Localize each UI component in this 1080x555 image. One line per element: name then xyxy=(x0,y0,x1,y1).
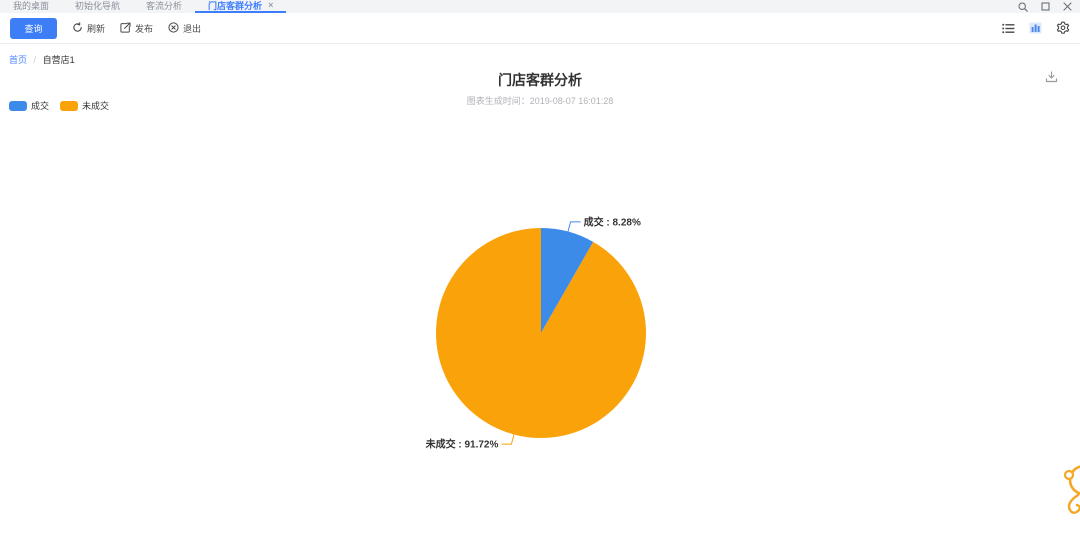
search-icon[interactable] xyxy=(1018,1,1028,12)
legend-label: 未成交 xyxy=(82,101,110,111)
tab-bar: 我的桌面 初始化导航 客流分析 门店客群分析 × xyxy=(0,0,1080,13)
pie-label-line xyxy=(567,221,581,232)
chart-legend: 成交 未成交 xyxy=(9,99,109,112)
report-canvas: 首页 / 自营店1 门店客群分析 图表生成时间：2019-08-07 16:01… xyxy=(0,44,1080,554)
publish-button[interactable]: 发布 xyxy=(120,22,153,35)
close-window-icon[interactable] xyxy=(1063,2,1072,11)
settings-gear-button[interactable] xyxy=(1056,21,1070,35)
publish-label: 发布 xyxy=(135,23,154,34)
chart-view-button[interactable] xyxy=(1029,22,1042,34)
publish-icon xyxy=(120,22,131,35)
pie-chart[interactable]: 成交 : 8.28% 未成交 : 91.72% xyxy=(391,183,691,483)
pie-slice-成交[interactable] xyxy=(541,228,594,333)
pie-label-line xyxy=(501,434,515,445)
mascot-helper[interactable] xyxy=(1058,462,1080,525)
tab-traffic-analysis[interactable]: 客流分析 xyxy=(133,0,195,13)
refresh-icon xyxy=(72,21,83,35)
tab-label: 我的桌面 xyxy=(13,1,50,11)
chart-header: 门店客群分析 图表生成时间：2019-08-07 16:01:28 xyxy=(0,70,1080,107)
refresh-button[interactable]: 刷新 xyxy=(72,21,106,35)
legend-swatch xyxy=(60,100,79,111)
pie-label: 未成交 : 91.72% xyxy=(425,438,499,451)
breadcrumb: 首页 / 自营店1 xyxy=(9,53,75,66)
tab-label: 初始化导航 xyxy=(75,1,121,11)
tab-close-icon[interactable]: × xyxy=(268,0,274,10)
chart-title: 门店客群分析 xyxy=(498,72,582,88)
exit-icon xyxy=(168,21,179,35)
legend-item-deal[interactable]: 成交 xyxy=(9,99,49,112)
download-icon xyxy=(1045,71,1058,83)
download-button[interactable] xyxy=(1045,70,1058,88)
pie-slice-未成交[interactable] xyxy=(435,227,646,438)
breadcrumb-home-link[interactable]: 首页 xyxy=(9,55,28,65)
restore-window-icon[interactable] xyxy=(1041,2,1050,11)
breadcrumb-current: 自营店1 xyxy=(42,55,75,65)
legend-label: 成交 xyxy=(31,101,50,111)
refresh-label: 刷新 xyxy=(87,23,106,34)
toolbar: 查询 刷新 发布 退出 xyxy=(0,13,1080,44)
legend-item-no-deal[interactable]: 未成交 xyxy=(60,99,109,112)
query-button[interactable]: 查询 xyxy=(10,17,57,39)
tab-list: 我的桌面 初始化导航 客流分析 门店客群分析 × xyxy=(0,0,287,13)
tab-label: 门店客群分析 xyxy=(208,1,263,11)
exit-label: 退出 xyxy=(183,23,202,34)
breadcrumb-separator: / xyxy=(33,55,37,65)
legend-swatch xyxy=(9,100,27,111)
exit-button[interactable]: 退出 xyxy=(168,21,202,35)
window-controls xyxy=(1018,0,1076,13)
tab-my-desktop[interactable]: 我的桌面 xyxy=(0,0,62,13)
catalog-list-button[interactable] xyxy=(1002,23,1015,34)
tab-init-navigation[interactable]: 初始化导航 xyxy=(62,0,133,13)
mascot-icon xyxy=(1063,465,1080,514)
tab-store-customer-analysis[interactable]: 门店客群分析 × xyxy=(195,0,287,13)
toolbar-view-controls xyxy=(1002,21,1070,35)
chart-subtitle: 图表生成时间：2019-08-07 16:01:28 xyxy=(466,96,614,106)
pie-label: 成交 : 8.28% xyxy=(584,215,641,228)
tab-label: 客流分析 xyxy=(146,1,183,11)
